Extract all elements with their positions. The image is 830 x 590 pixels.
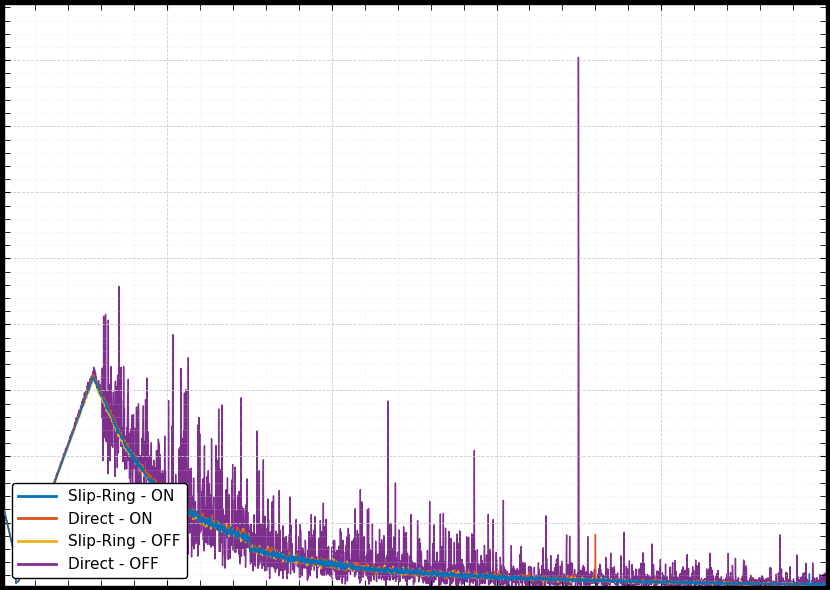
Slip-Ring - ON: [821, 583, 830, 590]
Direct - ON: [0, 508, 9, 515]
Direct - ON: [350, 564, 360, 571]
Slip-Ring - OFF: [821, 581, 830, 588]
Direct - ON: [88, 375, 98, 382]
Slip-Ring - OFF: [0, 507, 9, 514]
Slip-Ring - ON: [315, 563, 325, 570]
Direct - ON: [93, 387, 103, 394]
Direct - OFF: [315, 560, 325, 567]
Slip-Ring - OFF: [716, 579, 726, 586]
Line: Slip-Ring - OFF: Slip-Ring - OFF: [4, 374, 826, 585]
Direct - OFF: [350, 566, 360, 573]
Slip-Ring - ON: [716, 573, 726, 580]
Direct - OFF: [821, 580, 830, 587]
Direct - ON: [821, 581, 830, 588]
Slip-Ring - ON: [142, 435, 152, 442]
Slip-Ring - ON: [350, 559, 360, 566]
Slip-Ring - OFF: [142, 469, 152, 476]
Slip-Ring - OFF: [805, 580, 815, 587]
Direct - ON: [142, 470, 152, 477]
Direct - OFF: [88, 374, 98, 381]
Direct - OFF: [805, 580, 815, 587]
Slip-Ring - OFF: [315, 556, 325, 563]
Direct - ON: [716, 581, 726, 588]
Slip-Ring - ON: [805, 581, 815, 588]
Direct - ON: [805, 580, 815, 587]
Slip-Ring - OFF: [93, 382, 103, 389]
Slip-Ring - ON: [574, 54, 583, 61]
Slip-Ring - ON: [0, 506, 9, 513]
Direct - OFF: [0, 507, 9, 514]
Direct - OFF: [142, 471, 152, 478]
Line: Direct - ON: Direct - ON: [4, 379, 826, 585]
Slip-Ring - OFF: [88, 371, 98, 378]
Direct - ON: [315, 559, 325, 566]
Direct - OFF: [716, 580, 726, 587]
Direct - ON: [758, 582, 768, 589]
Slip-Ring - OFF: [350, 565, 360, 572]
Line: Slip-Ring - ON: Slip-Ring - ON: [4, 57, 826, 588]
Direct - OFF: [818, 582, 828, 589]
Line: Direct - OFF: Direct - OFF: [4, 378, 826, 585]
Legend: Slip-Ring - ON, Direct - ON, Slip-Ring - OFF, Direct - OFF: Slip-Ring - ON, Direct - ON, Slip-Ring -…: [12, 483, 187, 578]
Slip-Ring - ON: [725, 584, 735, 590]
Direct - OFF: [93, 384, 103, 391]
Slip-Ring - ON: [93, 382, 103, 389]
Slip-Ring - OFF: [814, 582, 824, 589]
